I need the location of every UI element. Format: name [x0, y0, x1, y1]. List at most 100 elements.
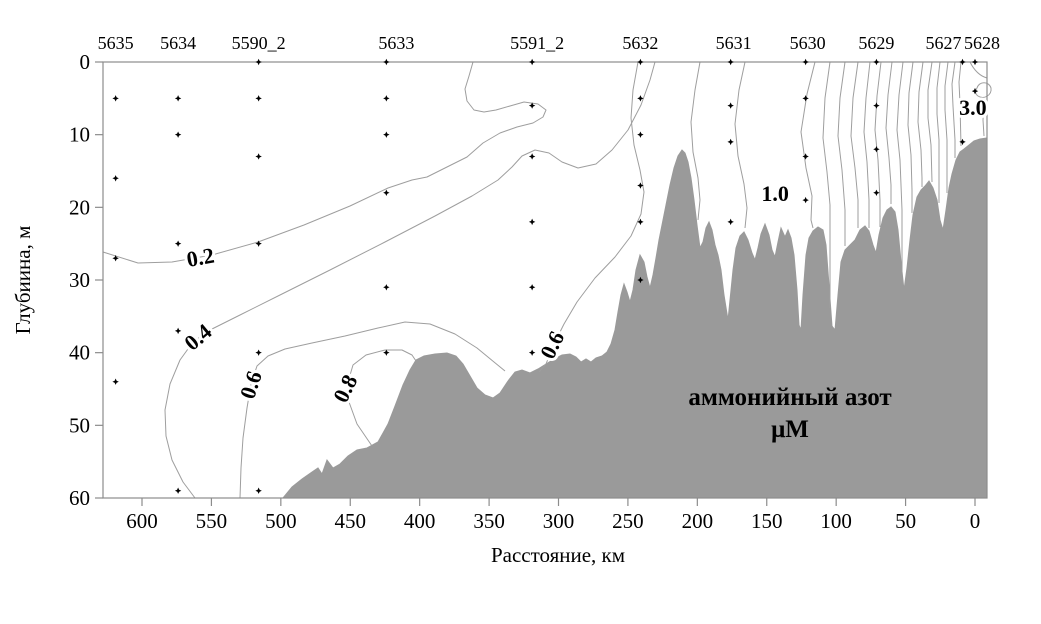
contour-line — [734, 61, 748, 229]
sample-marker — [174, 240, 182, 247]
contour-line — [944, 61, 949, 193]
sample-marker — [727, 102, 734, 109]
x-tick-label: 350 — [473, 509, 505, 533]
contour-value-label: 3.0 — [959, 95, 987, 120]
x-axis-title: Расстояние, км — [491, 543, 625, 567]
contour-line — [874, 61, 882, 227]
sample-marker — [255, 487, 262, 494]
sample-marker — [112, 95, 119, 102]
annotation-parameter-name: аммонийный азот — [688, 384, 891, 411]
sample-marker — [637, 218, 644, 226]
sample-marker — [959, 138, 966, 146]
sample-marker — [174, 95, 182, 102]
sample-marker — [383, 349, 390, 356]
y-tick-label: 0 — [80, 50, 91, 74]
sample-marker — [528, 284, 536, 291]
contour-line — [896, 61, 904, 272]
x-tick-label: 400 — [404, 509, 436, 533]
station-label: 5591_2 — [510, 33, 564, 53]
x-tick-label: 250 — [612, 509, 644, 533]
sample-marker — [174, 131, 182, 138]
sample-marker — [174, 327, 182, 335]
contour-lines — [102, 61, 992, 499]
bathymetry-polygon — [281, 137, 988, 499]
contour-line — [907, 61, 914, 213]
station-label: 5630 — [790, 33, 826, 53]
sample-marker — [873, 58, 880, 66]
sample-marker — [802, 153, 809, 160]
sample-marker — [727, 218, 734, 226]
y-axis-title: Глубиина, м — [11, 226, 35, 335]
station-label: 5627 — [926, 33, 962, 53]
sample-markers — [112, 58, 979, 494]
station-label: 5631 — [716, 33, 752, 53]
contour-line — [863, 61, 871, 228]
contour-line — [800, 61, 816, 229]
contour-line — [538, 61, 645, 373]
bathymetry-seafloor — [281, 137, 988, 499]
y-axis-ticks: 0 10 20 30 40 50 60 — [69, 50, 103, 510]
station-label: 5590_2 — [232, 33, 286, 53]
station-label: 5629 — [858, 33, 894, 53]
sample-marker — [802, 58, 809, 66]
sample-marker — [637, 276, 644, 284]
sample-marker — [112, 175, 119, 182]
contour-line — [951, 61, 956, 158]
sample-marker — [528, 349, 536, 356]
sample-marker — [727, 58, 734, 66]
x-tick-label: 300 — [543, 509, 575, 533]
sample-marker — [637, 182, 644, 189]
contour-line — [927, 61, 933, 183]
y-tick-label: 60 — [69, 486, 90, 510]
sample-marker — [383, 189, 390, 197]
y-tick-label: 40 — [69, 341, 90, 365]
sample-marker — [971, 87, 979, 95]
contour-value-label: 0.4 — [179, 319, 216, 356]
contour-line — [936, 61, 941, 203]
contour-line — [690, 61, 701, 221]
sample-marker — [727, 138, 734, 146]
sample-marker — [255, 349, 262, 356]
sample-marker — [802, 196, 809, 204]
x-tick-label: 550 — [196, 509, 228, 533]
sample-marker — [637, 95, 644, 102]
station-label: 5628 — [964, 33, 1000, 53]
sample-marker — [383, 131, 390, 138]
contour-line — [969, 61, 988, 79]
contour-line — [102, 61, 547, 264]
station-label: 5632 — [622, 33, 658, 53]
x-tick-label: 200 — [682, 509, 714, 533]
sample-marker — [873, 102, 880, 109]
contour-value-label: 0.8 — [328, 371, 363, 407]
x-axis-ticks: 600 550 500 450 400 350 300 250 200 150 100 50 0 — [126, 498, 980, 533]
contour-line — [958, 61, 962, 147]
contour-line — [885, 61, 893, 204]
sample-marker — [873, 146, 880, 153]
sample-marker — [383, 58, 390, 66]
sample-marker — [383, 95, 390, 102]
sample-marker — [174, 487, 182, 494]
contour-line — [917, 61, 924, 187]
sample-marker — [802, 95, 809, 102]
x-tick-label: 100 — [820, 509, 852, 533]
sample-marker — [873, 189, 880, 197]
sample-marker — [112, 255, 119, 262]
contour-value-label: 0.2 — [185, 243, 216, 272]
sample-marker — [255, 153, 262, 160]
contour-value-label: 1.0 — [761, 181, 789, 206]
sample-marker — [255, 58, 262, 66]
x-tick-label: 0 — [970, 509, 981, 533]
sample-marker — [528, 218, 536, 226]
sample-marker — [255, 240, 262, 247]
sample-marker — [112, 378, 119, 385]
x-tick-label: 600 — [126, 509, 158, 533]
station-label: 5635 — [98, 33, 134, 53]
sample-marker — [528, 102, 536, 109]
sample-marker — [637, 131, 644, 138]
contour-value-label: 0.6 — [235, 368, 267, 402]
contour-line — [239, 321, 506, 499]
sample-marker — [959, 58, 966, 66]
x-tick-label: 50 — [895, 509, 916, 533]
